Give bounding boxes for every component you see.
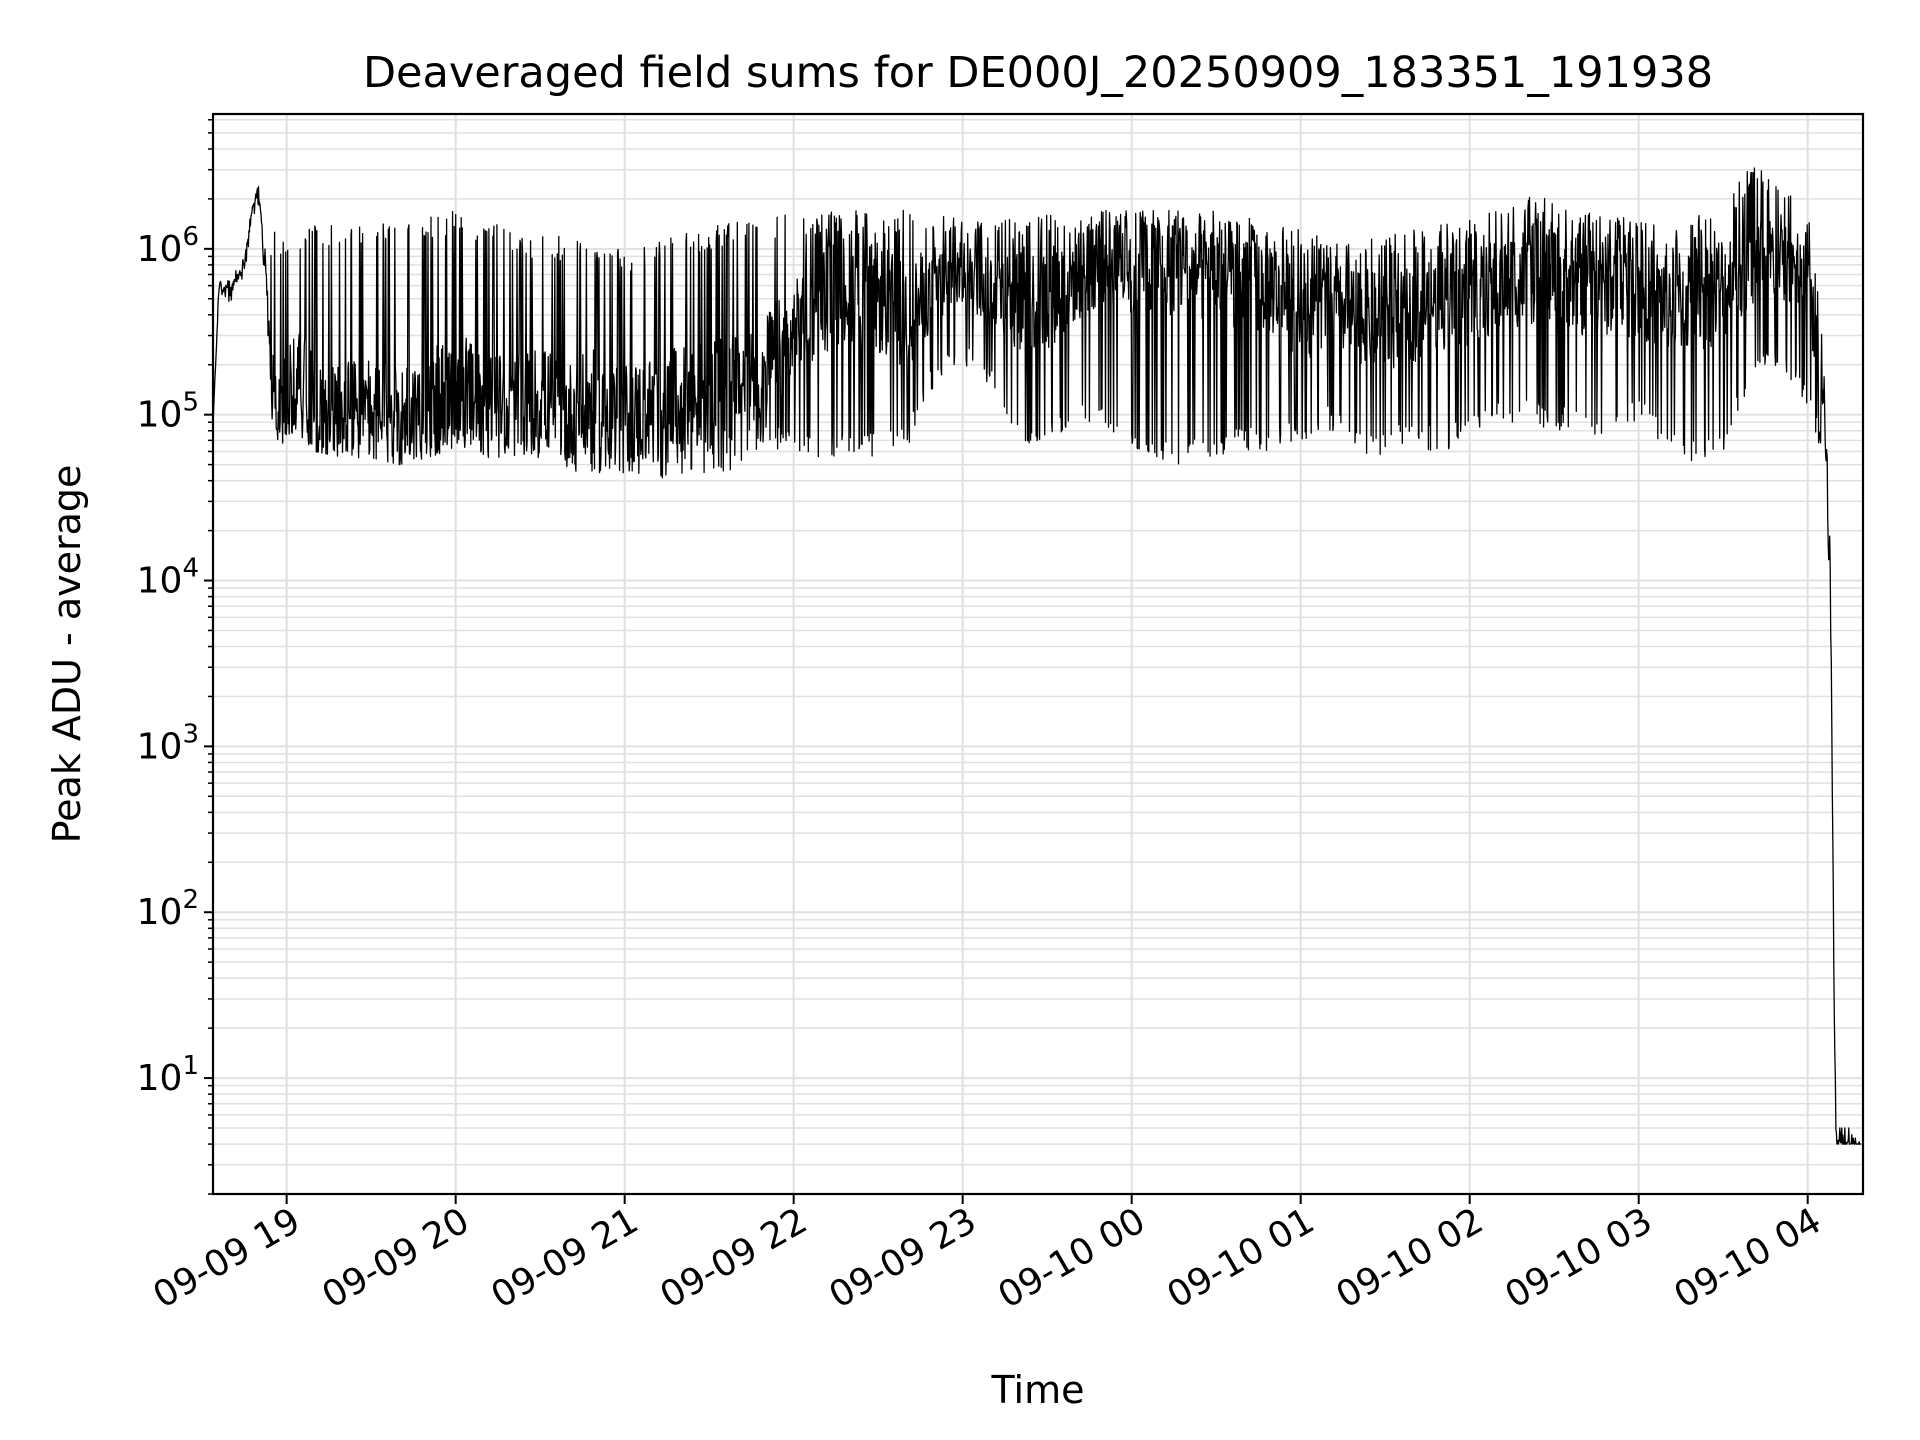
y-tick-base: 10 xyxy=(137,726,183,767)
y-tick-exponent: 6 xyxy=(182,222,199,252)
y-tick-label: 106 xyxy=(137,222,199,270)
y-tick-exponent: 1 xyxy=(182,1051,199,1081)
y-axis-label: Peak ADU - average xyxy=(45,465,89,844)
y-tick-base: 10 xyxy=(137,1058,183,1099)
y-tick-base: 10 xyxy=(137,395,183,436)
y-tick-base: 10 xyxy=(137,892,183,933)
y-tick-label: 103 xyxy=(137,719,199,767)
y-tick-exponent: 5 xyxy=(182,388,199,418)
plot-frame xyxy=(211,112,1865,1196)
x-axis-label: Time xyxy=(991,1368,1085,1412)
y-tick-label: 105 xyxy=(137,388,199,436)
y-tick-exponent: 2 xyxy=(182,885,199,915)
data-series xyxy=(212,167,1862,1145)
y-tick-exponent: 4 xyxy=(182,554,199,584)
y-tick-label: 102 xyxy=(137,885,199,933)
y-tick-base: 10 xyxy=(137,561,183,602)
y-tick-label: 101 xyxy=(137,1051,199,1099)
y-tick-exponent: 3 xyxy=(182,719,199,749)
chart-title: Deaveraged field sums for DE000J_2025090… xyxy=(363,48,1713,98)
y-tick-base: 10 xyxy=(137,229,183,270)
series-line xyxy=(212,167,1862,1145)
y-tick-label: 104 xyxy=(137,554,199,602)
